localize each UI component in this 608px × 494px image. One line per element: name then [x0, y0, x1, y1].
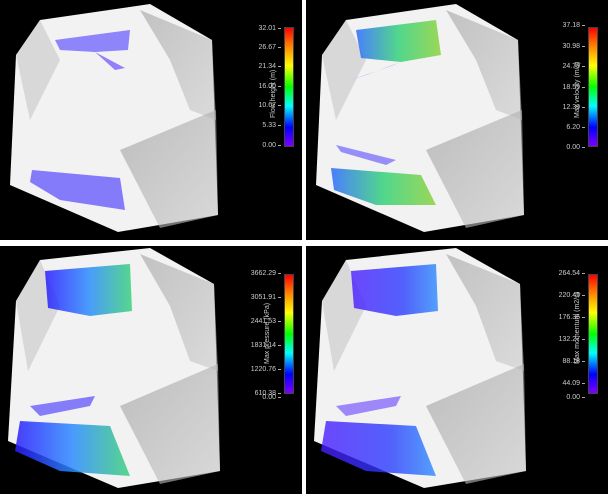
- tick-label: 220.45: [544, 292, 585, 299]
- terrain-map: [8, 248, 220, 488]
- tick-label: 37.18: [544, 22, 585, 29]
- tick-label: 176.36: [544, 314, 585, 321]
- tick-label: 32.01: [240, 25, 281, 32]
- colorbar: [588, 27, 598, 147]
- tick-label: 3662.29: [236, 270, 281, 277]
- tick-label: 132.27: [544, 336, 585, 343]
- panel-max-momentum: 264.54 220.45 176.36 132.27 88.18 44.09 …: [306, 246, 608, 494]
- tick-label: 88.18: [544, 358, 585, 365]
- tick-label: 5.33: [240, 122, 281, 129]
- terrain-map: [10, 4, 218, 232]
- terrain-map: [316, 4, 524, 232]
- tick-label: 26.67: [240, 44, 281, 51]
- tick-label: 16.00: [240, 83, 281, 90]
- tick-label: 44.09: [544, 380, 585, 387]
- tick-label: 0.00: [236, 394, 281, 401]
- tick-label: 10.67: [240, 102, 281, 109]
- tick-label: 2441.53: [236, 318, 281, 325]
- tick-label: 264.54: [544, 270, 585, 277]
- colorbar-label: Flow height (m): [270, 69, 277, 118]
- tick-label: 0.00: [240, 142, 281, 149]
- panel-max-velocity: 37.18 30.98 24.79 18.59 12.39 6.20 0.00 …: [306, 0, 608, 240]
- tick-label: 0.00: [544, 144, 585, 151]
- tick-label: 24.79: [544, 63, 585, 70]
- colorbar-label: Max velocity (m/s): [574, 61, 581, 118]
- tick-label: 30.98: [544, 43, 585, 50]
- colorbar: [284, 274, 294, 394]
- tick-label: 1831.14: [236, 342, 281, 349]
- colorbar: [284, 27, 294, 147]
- tick-label: 0.00: [544, 394, 585, 401]
- colorbar-label: Max momentum (m2/s): [574, 292, 581, 364]
- panel-max-pressure: 3662.29 3051.91 2441.53 1831.14 1220.76 …: [0, 246, 302, 494]
- tick-label: 610.38: [236, 390, 281, 397]
- panel-flow-height: 32.01 26.67 21.34 16.00 10.67 5.33 0.00 …: [0, 0, 302, 240]
- tick-label: 12.39: [544, 104, 585, 111]
- colorbar-label: Max pressure (kPa): [264, 302, 271, 364]
- tick-label: 21.34: [240, 63, 281, 70]
- tick-label: 18.59: [544, 84, 585, 91]
- terrain-map: [314, 248, 526, 488]
- tick-label: 3051.91: [236, 294, 281, 301]
- tick-label: 6.20: [544, 124, 585, 131]
- tick-label: 1220.76: [236, 366, 281, 373]
- colorbar: [588, 274, 598, 394]
